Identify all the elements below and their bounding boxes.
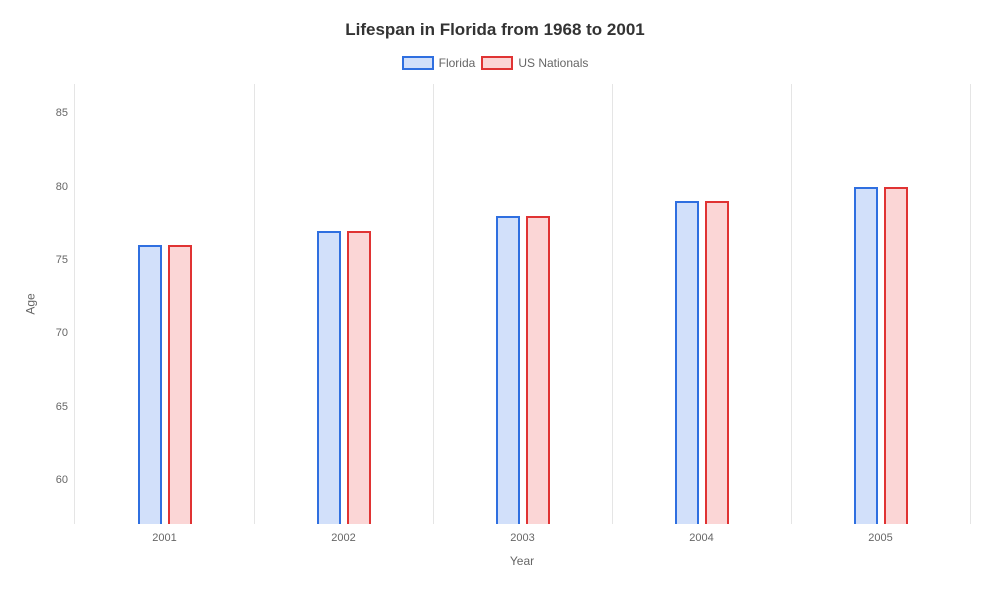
y-tick: 60	[56, 474, 68, 486]
y-tick: 65	[56, 401, 68, 413]
chart-title: Lifespan in Florida from 1968 to 2001	[20, 20, 970, 40]
plot-wrapper: Age 60 65 70 75 80 85 20012002200320042005	[20, 84, 970, 524]
gridline	[433, 84, 434, 524]
bar	[675, 201, 699, 524]
y-tick: 75	[56, 254, 68, 266]
bar-group	[317, 231, 371, 524]
y-tick: 85	[56, 107, 68, 119]
bars-layer	[75, 84, 970, 524]
legend-item: Florida	[402, 56, 476, 70]
bar	[347, 231, 371, 524]
x-tick: 2004	[689, 532, 713, 544]
bar	[526, 216, 550, 524]
bar-group	[496, 216, 550, 524]
bar	[496, 216, 520, 524]
bar	[317, 231, 341, 524]
x-axis-ticks: 2001 2002 2003 2004 2005	[75, 524, 970, 548]
plot-area: 20012002200320042005	[74, 84, 970, 524]
bar	[168, 245, 192, 524]
legend-label: US Nationals	[518, 56, 588, 70]
bar-group	[675, 201, 729, 524]
bar	[138, 245, 162, 524]
chart-legend: Florida US Nationals	[20, 56, 970, 70]
bar-group	[854, 187, 908, 524]
gridline	[254, 84, 255, 524]
gridline	[970, 84, 971, 524]
bar	[705, 201, 729, 524]
bar	[854, 187, 878, 524]
x-tick: 2001	[152, 532, 176, 544]
legend-label: Florida	[439, 56, 476, 70]
x-tick: 2005	[868, 532, 892, 544]
legend-swatch	[402, 56, 434, 70]
gridline	[791, 84, 792, 524]
y-tick: 80	[56, 181, 68, 193]
gridline	[612, 84, 613, 524]
x-tick: 2002	[331, 532, 355, 544]
bar	[884, 187, 908, 524]
bar-group	[138, 245, 192, 524]
y-axis-label: Age	[20, 84, 42, 524]
legend-item: US Nationals	[481, 56, 588, 70]
x-axis-label: Year	[74, 554, 970, 568]
chart-container: Lifespan in Florida from 1968 to 2001 Fl…	[0, 0, 1000, 600]
y-tick: 70	[56, 327, 68, 339]
x-tick: 2003	[510, 532, 534, 544]
y-axis-ticks: 60 65 70 75 80 85	[42, 84, 74, 524]
legend-swatch	[481, 56, 513, 70]
